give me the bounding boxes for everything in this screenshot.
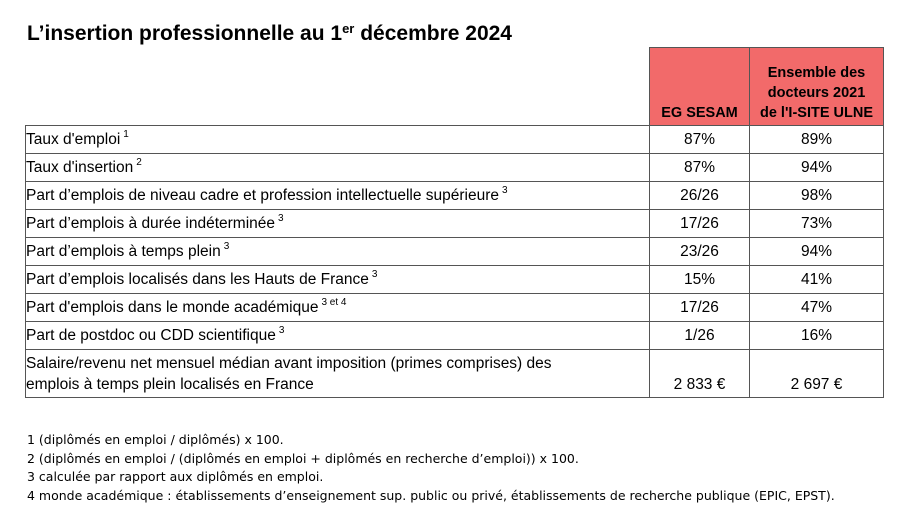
row-note: 2	[136, 156, 142, 168]
header-eg-sesam: EG SESAM	[649, 47, 750, 126]
table-row: Part de postdoc ou CDD scientifique 3 1/2…	[25, 321, 884, 350]
row-label-text: Taux d'insertion	[26, 158, 134, 176]
table-row: Part d’emplois localisés dans les Hauts …	[25, 265, 884, 294]
header-ensemble-docteurs: Ensemble des docteurs 2021 de l'I-SITE U…	[749, 47, 884, 126]
row-value-ensemble: 16%	[749, 321, 884, 350]
row-label: Part d’emplois localisés dans les Hauts …	[25, 265, 650, 294]
footnotes: 1 (diplômés en emploi / diplômés) x 100.…	[27, 431, 835, 506]
row-label-line: emplois à temps plein localisés en Franc…	[26, 375, 314, 393]
row-value-ensemble: 94%	[749, 153, 884, 182]
row-value-ensemble: 89%	[749, 125, 884, 154]
footnote: 2 (diplômés en emploi / (diplômés en emp…	[27, 450, 579, 466]
row-note: 3	[278, 324, 285, 336]
table-row: Part d’emplois de niveau cadre et profes…	[25, 181, 884, 210]
row-note: 3	[223, 240, 230, 252]
row-value-ensemble: 98%	[749, 181, 884, 210]
table-header-row: EG SESAM Ensemble des docteurs 2021 de l…	[26, 47, 884, 126]
table-row: Taux d'emploi 1 87% 89%	[25, 125, 884, 154]
row-value-eg-sesam: 17/26	[649, 209, 750, 238]
header-line: de l'I-SITE ULNE	[759, 105, 873, 121]
row-note: 3 et 4	[321, 296, 347, 308]
title-superscript: er	[342, 21, 355, 36]
statistics-table: EG SESAM Ensemble des docteurs 2021 de l…	[25, 47, 884, 398]
table-row: Part d’emplois à durée indéterminée 3 17/…	[25, 209, 884, 238]
row-label: Part d'emplois dans le monde académique 3…	[25, 293, 650, 322]
row-label-text: Part d’emplois à durée indéterminée	[26, 214, 275, 232]
row-value-eg-sesam: 2 833 €	[649, 349, 750, 398]
page-title: L’insertion professionnelle au 1er décem…	[27, 21, 512, 46]
row-value-ensemble: 2 697 €	[749, 349, 884, 398]
row-value-eg-sesam: 87%	[649, 125, 750, 154]
row-value-ensemble: 47%	[749, 293, 884, 322]
row-label-text: Part d’emplois de niveau cadre et profes…	[26, 186, 500, 204]
row-label-text: Part de postdoc ou CDD scientifique	[26, 326, 276, 344]
row-label: Part d’emplois de niveau cadre et profes…	[25, 181, 650, 210]
row-label: Part de postdoc ou CDD scientifique 3	[25, 321, 650, 350]
footnote: 4 monde académique : établissements d’en…	[27, 488, 835, 504]
row-note: 3	[371, 268, 378, 280]
row-label-line: Salaire/revenu net mensuel médian avant …	[26, 354, 552, 372]
row-label-text: Part d’emplois localisés dans les Hauts …	[26, 270, 369, 288]
row-label: Taux d'emploi 1	[25, 125, 650, 154]
title-text: L’insertion professionnelle au 1	[27, 22, 343, 45]
row-value-eg-sesam: 26/26	[649, 181, 750, 210]
row-value-ensemble: 94%	[749, 237, 884, 266]
row-label: Salaire/revenu net mensuel médian avant …	[25, 349, 650, 398]
row-value-eg-sesam: 87%	[649, 153, 750, 182]
header-line: Ensemble des	[767, 65, 866, 81]
row-label-text: Taux d'emploi	[26, 130, 121, 148]
row-value-eg-sesam: 17/26	[649, 293, 750, 322]
row-label-text: Part d’emplois à temps plein	[26, 242, 221, 260]
footnote: 3 calculée par rapport aux diplômés en e…	[27, 469, 324, 485]
row-value-eg-sesam: 1/26	[649, 321, 750, 350]
header-empty-cell	[26, 48, 650, 126]
table-row: Part d’emplois à temps plein 3 23/26 94%	[25, 237, 884, 266]
table-row: Part d'emplois dans le monde académique 3…	[25, 293, 884, 322]
row-value-ensemble: 73%	[749, 209, 884, 238]
row-note: 3	[278, 212, 284, 224]
table-row-salary: Salaire/revenu net mensuel médian avant …	[25, 349, 884, 398]
table-row: Taux d'insertion 2 87% 94%	[25, 153, 884, 182]
row-value-eg-sesam: 15%	[649, 265, 750, 294]
row-label-text: Part d'emplois dans le monde académique	[26, 298, 319, 316]
row-label: Part d’emplois à temps plein 3	[25, 237, 650, 266]
row-note: 3	[502, 184, 508, 196]
row-label: Part d’emplois à durée indéterminée 3	[25, 209, 650, 238]
footnote: 1 (diplômés en emploi / diplômés) x 100.	[27, 432, 284, 447]
header-line: docteurs 2021	[767, 85, 866, 101]
row-value-eg-sesam: 23/26	[649, 237, 750, 266]
row-note: 1	[123, 128, 129, 140]
row-value-ensemble: 41%	[749, 265, 884, 294]
title-text-after: décembre 2024	[354, 22, 512, 45]
row-label: Taux d'insertion 2	[25, 153, 650, 182]
